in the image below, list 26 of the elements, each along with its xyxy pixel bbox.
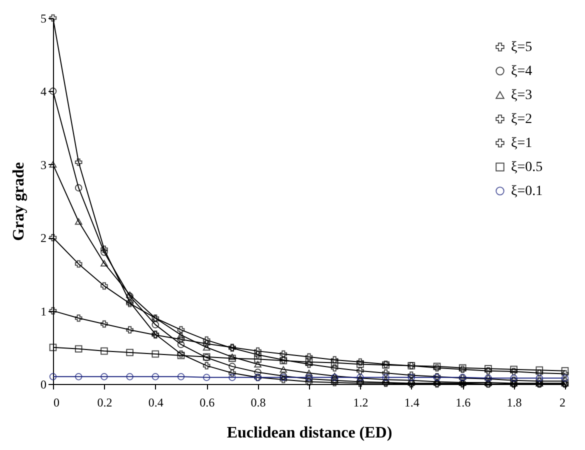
legend-label: ξ=0.5: [511, 160, 543, 175]
y-axis-title: Gray grade: [10, 162, 28, 241]
x-tick-label: 0.4: [148, 396, 164, 410]
y-tick-label: 2: [40, 231, 46, 246]
y-tick-label: 3: [40, 158, 46, 172]
x-tick-label: 1.8: [506, 396, 522, 410]
y-tick-label: 5: [40, 12, 46, 26]
x-tick-label: 1.6: [456, 396, 471, 410]
x-tick-label: 1.2: [353, 396, 368, 410]
legend-label: ξ=5: [511, 40, 532, 55]
y-tick-label: 1: [40, 304, 46, 318]
x-tick-label: 0.6: [200, 396, 215, 410]
legend-label: ξ=0.1: [511, 184, 543, 199]
legend-label: ξ=3: [511, 88, 532, 103]
x-tick-label: 2: [560, 396, 566, 410]
legend-label: ξ=2: [511, 112, 532, 127]
y-tick-label: 4: [40, 84, 46, 99]
legend-label: ξ=1: [511, 136, 532, 151]
legend-label: ξ=4: [511, 64, 532, 79]
x-tick-label: 1.4: [404, 396, 420, 410]
x-axis-title: Euclidean distance (ED): [226, 424, 392, 442]
x-tick-label: 0.2: [97, 396, 112, 410]
x-tick-label: 0.8: [250, 396, 266, 410]
y-tick-label: 0: [40, 378, 46, 392]
x-tick-label: 1: [306, 396, 312, 410]
x-tick-label: 0: [54, 396, 60, 410]
